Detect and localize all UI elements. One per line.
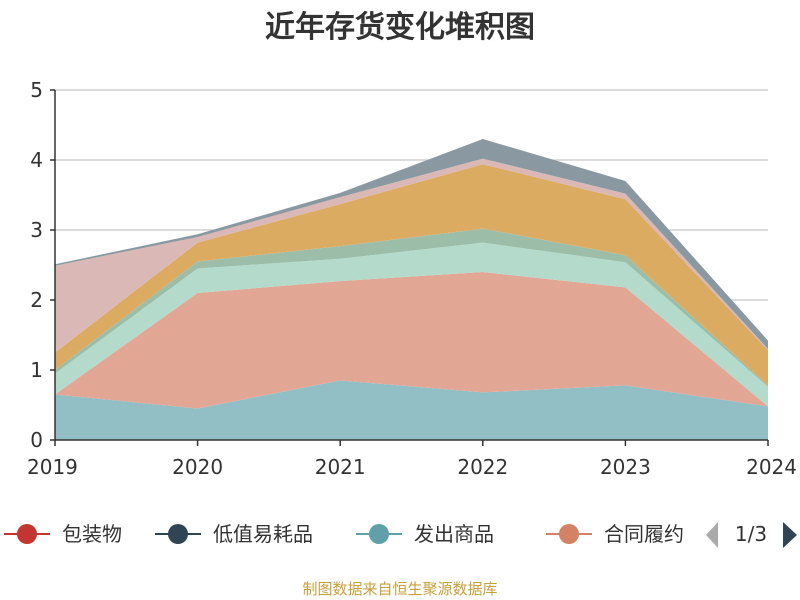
x-tick-label: 2020 (172, 455, 223, 479)
y-tick-label: 0 (30, 428, 43, 452)
x-tick-label: 2024 (746, 455, 797, 479)
legend-label: 低值易耗品 (213, 522, 313, 546)
area-series-5 (55, 164, 768, 386)
legend: 包装物 低值易耗品 发出商品 合同履约 (4, 522, 684, 546)
x-tick-label: 2023 (600, 455, 651, 479)
legend-item[interactable]: 合同履约 (546, 522, 684, 546)
legend-marker-icon (168, 524, 188, 544)
legend-marker-icon (17, 524, 37, 544)
stacked-areas (55, 139, 768, 440)
legend-marker-icon (559, 524, 579, 544)
legend-item[interactable]: 包装物 (4, 522, 122, 546)
y-tick-label: 4 (30, 148, 43, 172)
y-tick-label: 3 (30, 218, 43, 242)
area-series-1 (55, 380, 768, 440)
legend-prev-icon[interactable] (706, 522, 718, 548)
legend-item[interactable]: 低值易耗品 (155, 522, 313, 546)
x-tick-label: 2022 (457, 455, 508, 479)
x-tick-label: 2021 (315, 455, 366, 479)
area-series-3 (55, 242, 768, 407)
legend-page-indicator: 1/3 (735, 522, 767, 546)
legend-item[interactable]: 发出商品 (356, 522, 494, 546)
y-tick-label: 2 (30, 288, 43, 312)
y-tick-label: 5 (30, 78, 43, 102)
legend-label: 合同履约 (604, 522, 684, 546)
axes: 0 1 2 3 4 5 2019 2020 2021 2022 2023 2024 (27, 78, 797, 479)
legend-pager: 1/3 (706, 522, 797, 548)
legend-label: 包装物 (62, 522, 122, 546)
area-series-2 (55, 272, 768, 409)
x-tick-label: 2019 (27, 455, 78, 479)
data-source-note: 制图数据来自恒生聚源数据库 (302, 580, 497, 598)
chart-title: 近年存货变化堆积图 (265, 10, 535, 45)
legend-label: 发出商品 (414, 522, 494, 546)
legend-marker-icon (369, 524, 389, 544)
legend-next-icon[interactable] (783, 522, 797, 548)
y-tick-label: 1 (30, 358, 43, 382)
